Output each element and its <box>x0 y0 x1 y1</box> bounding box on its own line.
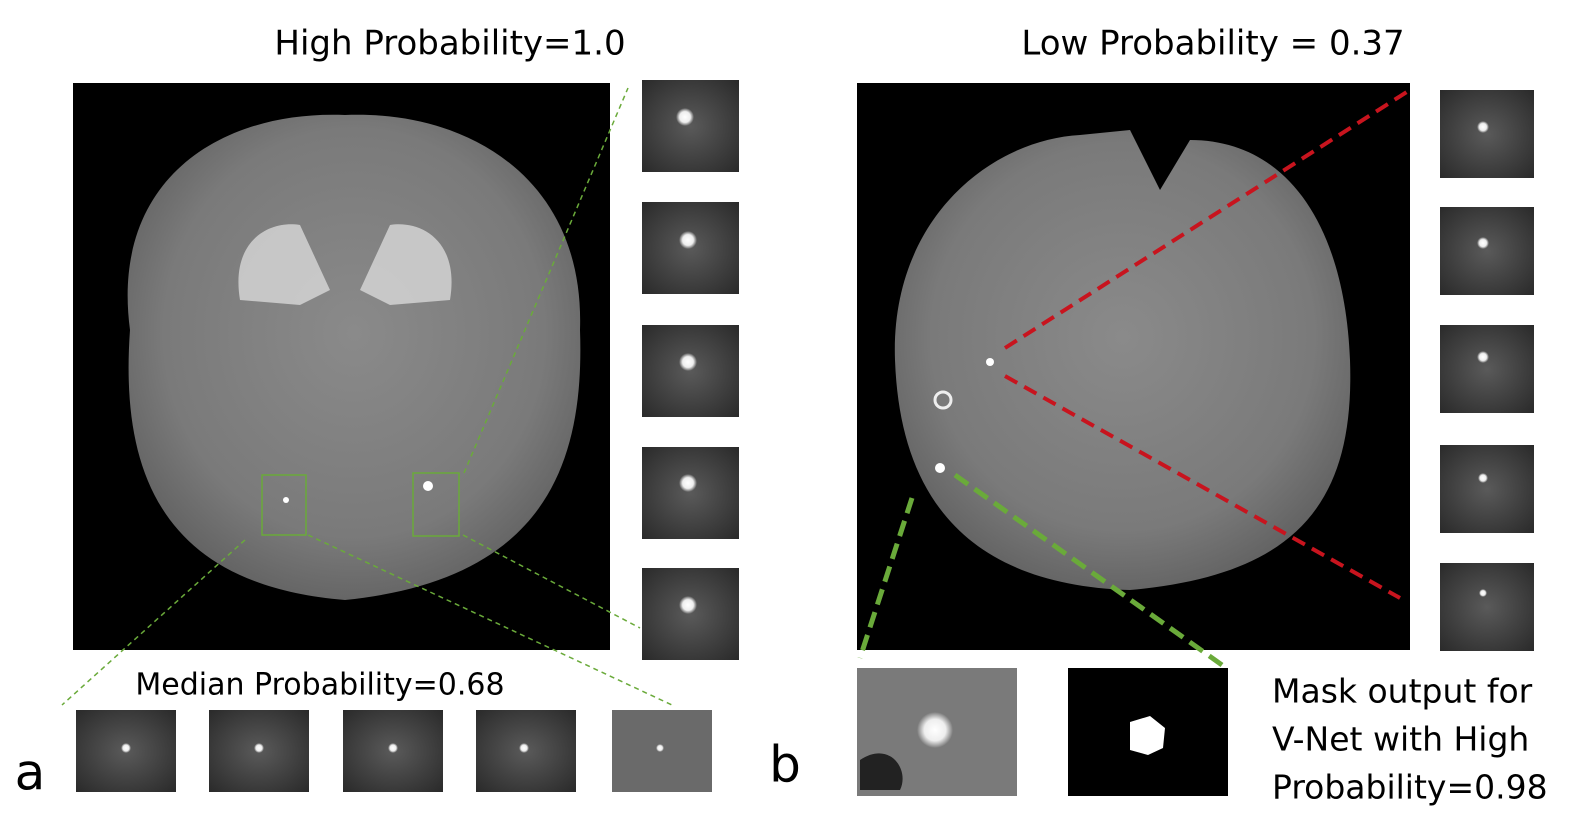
lesion <box>283 497 289 503</box>
caption: Mask output for V-Net with High Probabilit… <box>1272 672 1548 807</box>
panel-label: b <box>769 736 801 794</box>
panel-label: a <box>15 744 46 802</box>
vessel <box>860 753 903 790</box>
panel-b: Low Probability = 0.37 b Mask output for… <box>769 24 1547 807</box>
thumbnails-bottom <box>76 710 712 792</box>
roi-box <box>412 472 460 537</box>
thumbnails-right <box>1440 90 1534 651</box>
lesion <box>423 481 433 491</box>
roi-box <box>261 474 307 536</box>
lesion <box>935 463 945 473</box>
thumbnails-right <box>642 80 739 660</box>
basal-ganglia <box>238 224 452 305</box>
caption-line: V-Net with High <box>1272 720 1529 759</box>
zoom-lines-red <box>1003 86 1415 600</box>
panel-subtitle: Median Probability=0.68 <box>135 668 504 703</box>
mask-blob <box>1130 716 1165 755</box>
lesion <box>917 712 953 748</box>
panel-title: High Probability=1.0 <box>274 24 625 64</box>
zoom-lines <box>61 87 673 706</box>
brain <box>127 114 581 600</box>
panel-a: High Probability=1.0 Median Probability=… <box>15 24 739 802</box>
panel-title: Low Probability = 0.37 <box>1021 24 1404 64</box>
caption-line: Mask output for <box>1272 672 1533 711</box>
lesion <box>986 358 994 366</box>
brain <box>894 130 1351 590</box>
lesion <box>933 390 953 410</box>
caption-line: Probability=0.98 <box>1272 768 1548 807</box>
zoom-lines-green <box>857 472 1224 668</box>
